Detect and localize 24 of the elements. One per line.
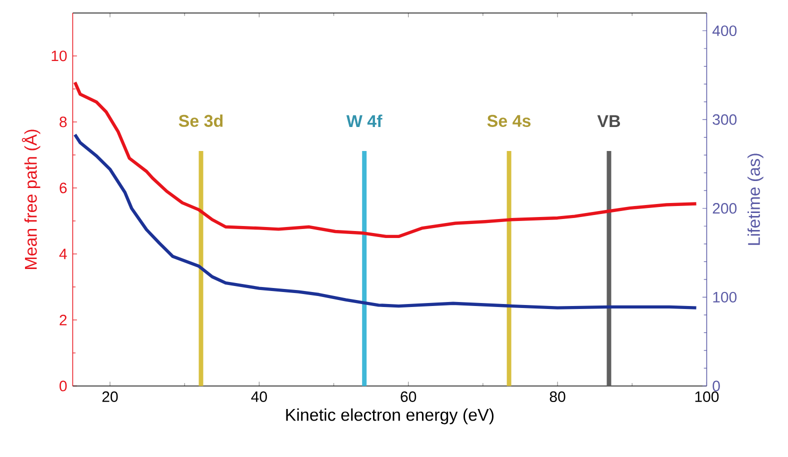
- y2-tick-label: 200: [712, 203, 737, 214]
- x-tick-label: 60: [400, 391, 416, 402]
- y-tick-label: 0: [60, 380, 67, 392]
- y-tick-label: 10: [52, 50, 67, 62]
- x-axis-title: Kinetic electron energy (eV): [286, 408, 494, 424]
- line-series: [73, 133, 698, 310]
- x-tick-label: 40: [251, 391, 267, 402]
- y-tick-label: 4: [59, 248, 67, 260]
- y2-tick-label: 400: [712, 25, 737, 36]
- y-tick-label: 2: [60, 314, 67, 326]
- ref-line-label: W 4f: [346, 114, 382, 127]
- y-axis-title: Mean free path (Å): [22, 130, 40, 269]
- y-tick-label: 6: [60, 182, 67, 194]
- y2-tick-label: 100: [713, 292, 737, 302]
- ref-line-label: Se 4s: [487, 114, 531, 127]
- x-tick-label: 20: [102, 391, 118, 402]
- x-tick-label: 80: [550, 391, 566, 402]
- ref-line-label: Se 3d: [178, 114, 223, 127]
- ref-line-label: VB: [597, 115, 620, 127]
- y2-tick-label: 300: [712, 114, 737, 125]
- y-tick-label: 8: [60, 116, 67, 128]
- x-tick-label: 100: [695, 391, 719, 402]
- y2-axis-title: Lifetime (as): [748, 154, 764, 245]
- y2-tick-label: 0: [712, 380, 720, 392]
